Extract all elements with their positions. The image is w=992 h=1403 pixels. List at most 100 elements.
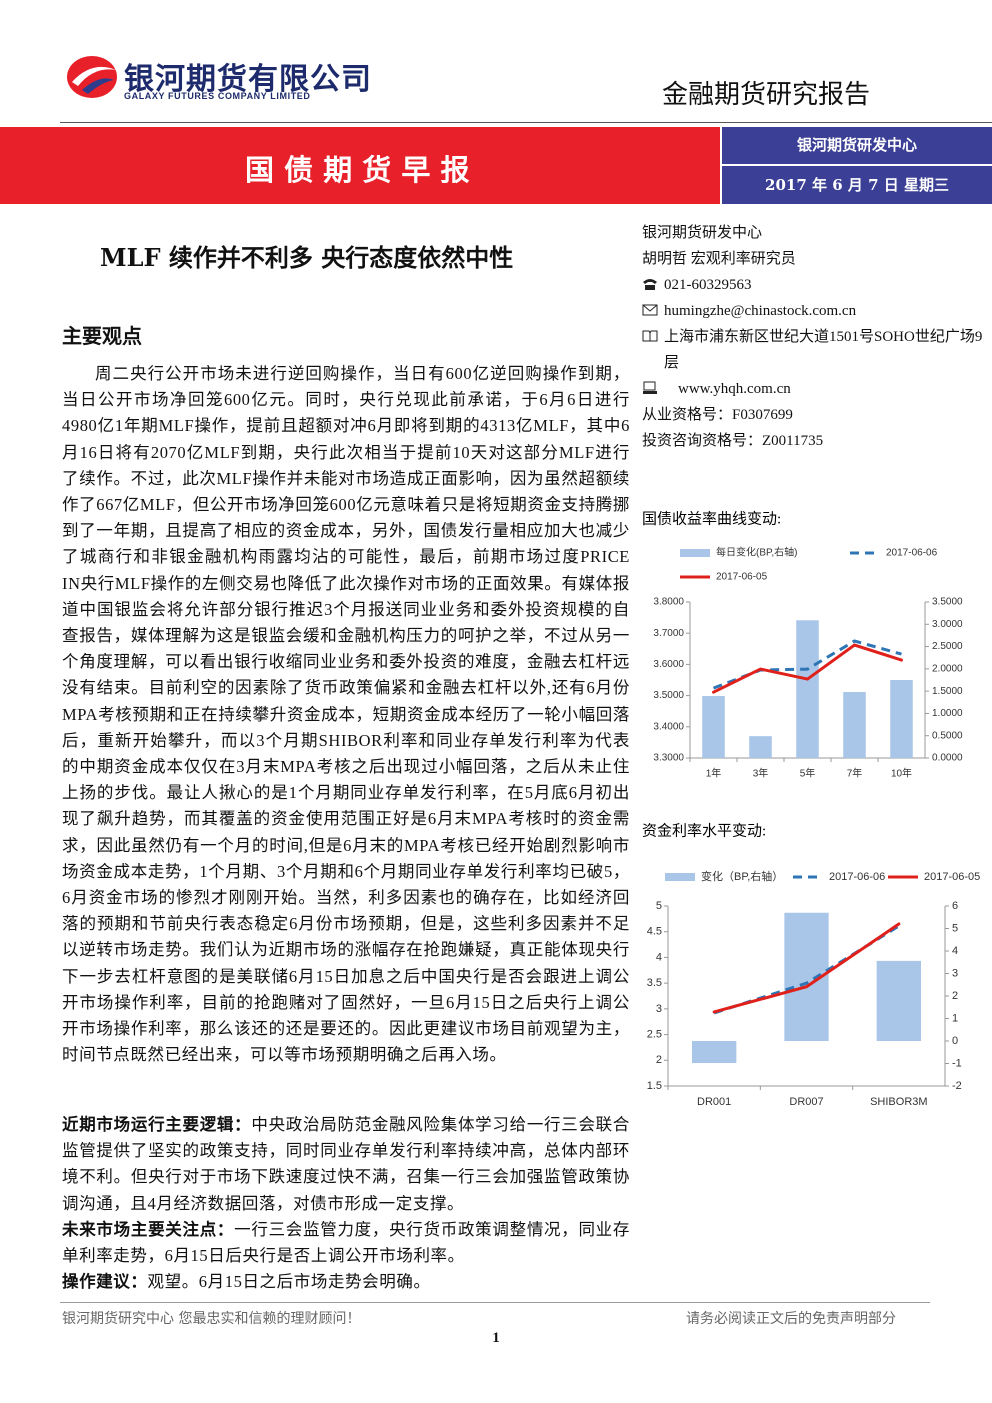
y-tick-label: 2 bbox=[656, 1054, 662, 1066]
address-row: 上海市浦东新区世纪大道1501号SOHO世纪广场9层 bbox=[642, 324, 987, 376]
legend-swatch bbox=[680, 549, 710, 557]
legend-label: 每日变化(BP,右轴) bbox=[716, 546, 798, 559]
phone-row: 021-60329563 bbox=[642, 272, 987, 298]
y-tick-label: 3.5000 bbox=[653, 690, 684, 701]
key-point: 未来市场主要关注点：一行三会监管力度，央行货币政策调整情况，同业存单利率走势，6… bbox=[62, 1217, 630, 1269]
x-tick-label: DR001 bbox=[697, 1096, 731, 1108]
y2-tick-label: 6 bbox=[952, 900, 958, 912]
key-point-label: 操作建议： bbox=[62, 1272, 148, 1292]
x-tick-label: 1年 bbox=[706, 767, 722, 780]
x-tick-label: 5年 bbox=[800, 767, 816, 780]
y2-tick-label: 2 bbox=[952, 990, 958, 1002]
bar bbox=[749, 736, 772, 758]
y2-tick-label: 2.0000 bbox=[932, 663, 963, 674]
y-tick-label: 3.8000 bbox=[653, 597, 684, 608]
legend-swatch bbox=[665, 873, 695, 881]
footer-right: 请务必阅读正文后的免责声明部分 bbox=[686, 1311, 896, 1327]
logo-mark bbox=[67, 56, 117, 98]
address-icon bbox=[642, 330, 658, 342]
report-title: MLF 续作并不利多 央行态度依然中性 bbox=[100, 243, 514, 272]
company-name-en: GALAXY FUTURES COMPANY LIMITED bbox=[124, 91, 311, 101]
y2-tick-label: 3.5000 bbox=[932, 597, 963, 608]
bar bbox=[876, 960, 921, 1041]
page-number: 1 bbox=[492, 1330, 500, 1346]
y2-tick-label: 0 bbox=[952, 1035, 958, 1047]
x-tick-label: 10年 bbox=[891, 767, 912, 780]
main-paragraph: 周二央行公开市场未进行逆回购操作，当日有600亿逆回购操作到期，当日公开市场净回… bbox=[62, 364, 630, 1065]
y2-tick-label: 3.0000 bbox=[932, 619, 963, 630]
advisor-license: 投资咨询资格号：Z0011735 bbox=[642, 433, 824, 449]
x-tick-label: SHIBOR3M bbox=[870, 1096, 927, 1108]
y2-tick-label: 0.0000 bbox=[932, 753, 963, 764]
center-name: 银河期货研发中心 bbox=[722, 127, 992, 164]
footer-rule bbox=[60, 1302, 930, 1303]
phone-icon bbox=[643, 279, 657, 290]
key-point-text: 观望。6月15日之后市场走势会明确。 bbox=[147, 1272, 431, 1292]
sidebar-org: 银河期货研发中心 bbox=[642, 225, 763, 241]
y-tick-label: 3.6000 bbox=[653, 659, 684, 670]
line bbox=[712, 922, 901, 1014]
y-tick-label: 4.5 bbox=[647, 926, 662, 938]
chart-title: 资金利率水平变动: bbox=[642, 822, 766, 839]
header-rule bbox=[60, 122, 992, 123]
legend-label: 2017-06-05 bbox=[716, 572, 768, 583]
y-tick-label: 4 bbox=[656, 951, 662, 963]
y2-tick-label: 0.5000 bbox=[932, 730, 963, 741]
y-tick-label: 3.4000 bbox=[653, 721, 684, 732]
y-tick-label: 2.5 bbox=[647, 1028, 662, 1040]
bar bbox=[843, 692, 866, 758]
key-point: 操作建议：观望。6月15日之后市场走势会明确。 bbox=[62, 1269, 630, 1295]
email-icon bbox=[642, 304, 658, 316]
line bbox=[712, 643, 903, 694]
key-point-label: 近期市场运行主要逻辑： bbox=[62, 1115, 252, 1134]
y2-tick-label: 2.5000 bbox=[932, 641, 963, 652]
y2-tick-label: -1 bbox=[952, 1057, 962, 1069]
y-tick-label: 3.3000 bbox=[653, 753, 684, 764]
key-point-text: 中央政治局防范金融风险集体学习给一行三会联合监管提供了坚实的政策支持，同时同业存… bbox=[62, 1115, 630, 1213]
legend-label: 2017-06-06 bbox=[886, 548, 938, 559]
website-icon bbox=[643, 381, 657, 394]
y-tick-label: 3 bbox=[656, 1003, 662, 1015]
y2-tick-label: 5 bbox=[952, 922, 958, 934]
x-tick-label: 3年 bbox=[753, 767, 769, 780]
bar bbox=[890, 680, 913, 758]
sidebar: 银河期货研发中心 胡明哲 宏观利率研究员 021-60329563 huming… bbox=[642, 220, 987, 454]
legend-label: 变化（BP,右轴） bbox=[701, 869, 783, 883]
banner: 国 债 期 货 早 报 bbox=[0, 127, 720, 204]
website: www.yhqh.com.cn bbox=[678, 381, 791, 397]
y-tick-label: 5 bbox=[656, 900, 662, 912]
x-tick-label: DR007 bbox=[789, 1096, 823, 1108]
y-tick-label: 1.5 bbox=[647, 1080, 662, 1092]
email: humingzhe@chinastock.com.cn bbox=[664, 303, 857, 319]
x-tick-label: 7年 bbox=[847, 767, 863, 780]
chart-title: 国债收益率曲线变动: bbox=[642, 510, 781, 527]
website-row: www.yhqh.com.cn bbox=[642, 376, 987, 402]
legend-label: 2017-06-06 bbox=[829, 871, 885, 883]
bar bbox=[692, 1041, 737, 1064]
key-point: 近期市场运行主要逻辑：中央政治局防范金融风险集体学习给一行三会联合监管提供了坚实… bbox=[62, 1112, 630, 1217]
address: 上海市浦东新区世纪大道1501号SOHO世纪广场9层 bbox=[664, 329, 983, 371]
footer-left: 银河期货研究中心 您最忠实和信赖的理财顾问！ bbox=[62, 1311, 361, 1327]
y2-tick-label: 1.0000 bbox=[932, 708, 963, 719]
key-point-label: 未来市场主要关注点： bbox=[62, 1219, 235, 1239]
banner-title: 国 债 期 货 早 报 bbox=[245, 153, 470, 187]
key-point-text: 一行三会监管力度，央行货币政策调整情况，同业存单利率走势，6月15日后央行是否上… bbox=[62, 1219, 630, 1266]
y2-tick-label: 3 bbox=[952, 967, 958, 979]
key-points: 近期市场运行主要逻辑：中央政治局防范金融风险集体学习给一行三会联合监管提供了坚实… bbox=[62, 1112, 630, 1295]
email-row: humingzhe@chinastock.com.cn bbox=[642, 298, 987, 324]
legend-label: 2017-06-05 bbox=[924, 871, 980, 883]
y2-tick-label: 1 bbox=[952, 1012, 958, 1024]
y-tick-label: 3.5 bbox=[647, 977, 662, 989]
phone: 021-60329563 bbox=[664, 277, 752, 293]
bar bbox=[702, 696, 725, 758]
y2-tick-label: -2 bbox=[952, 1080, 962, 1092]
sidebar-author: 胡明哲 宏观利率研究员 bbox=[642, 251, 796, 267]
bar bbox=[796, 620, 819, 758]
report-date: 2017 年 6 月 7 日 星期三 bbox=[722, 166, 992, 204]
y2-tick-label: 4 bbox=[952, 945, 958, 957]
y-tick-label: 3.7000 bbox=[653, 628, 684, 639]
section-heading: 主要观点 bbox=[62, 324, 142, 348]
y2-tick-label: 1.5000 bbox=[932, 686, 963, 697]
